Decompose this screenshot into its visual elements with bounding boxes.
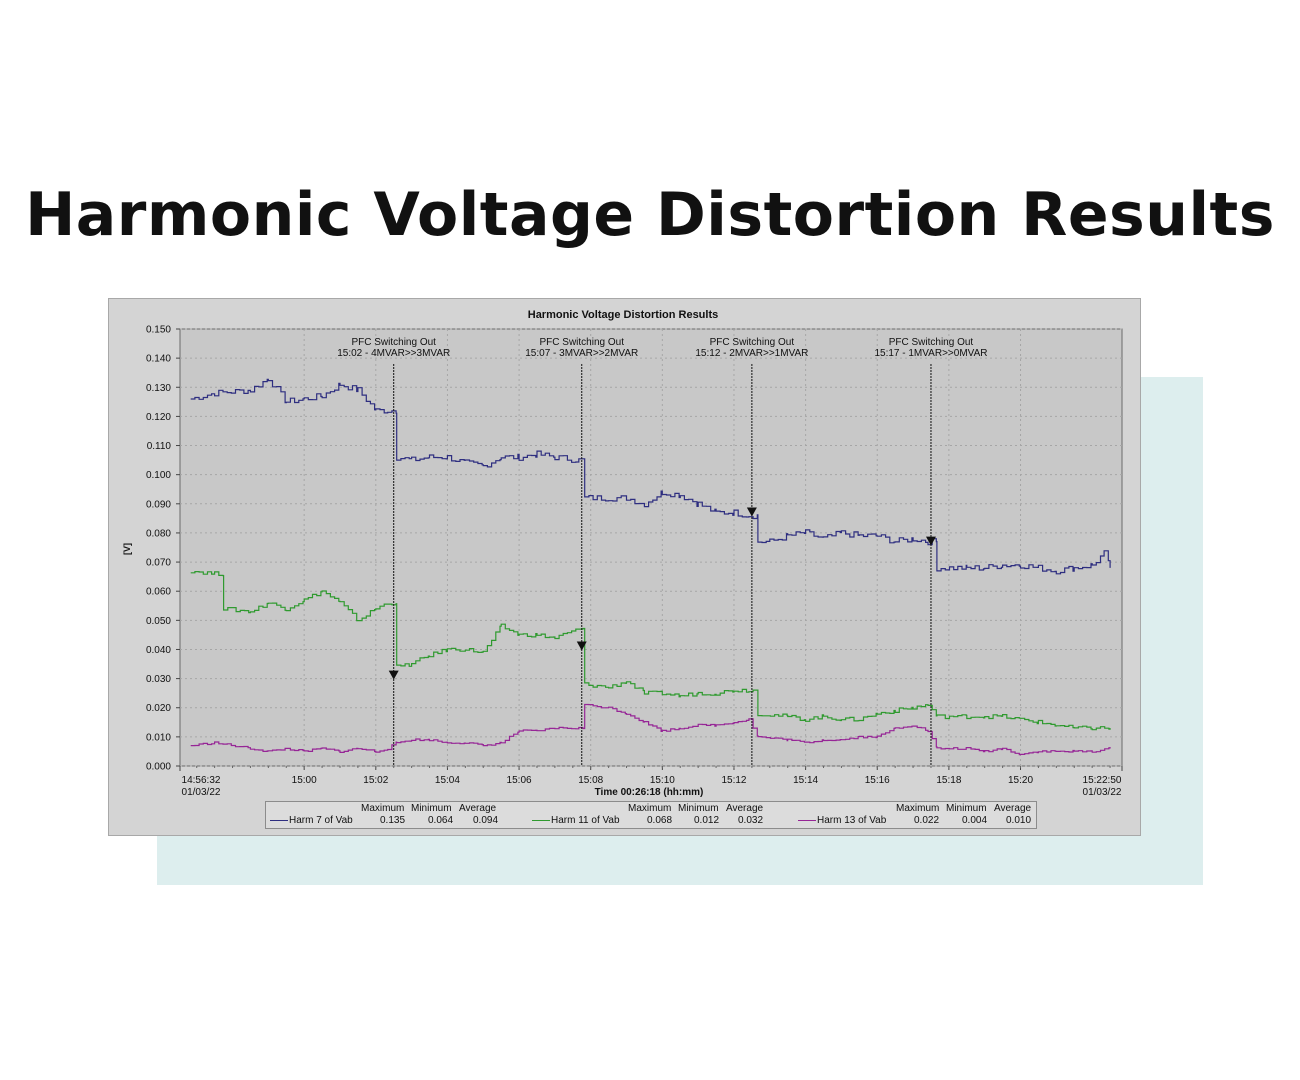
legend-header-average: Average <box>994 803 1032 814</box>
legend-header-minimum: Minimum <box>678 803 719 814</box>
x-tick-label: 15:08 <box>578 775 603 786</box>
event-label-title: PFC Switching Out <box>710 337 795 348</box>
plot-area <box>179 328 1123 767</box>
legend-max-harm-11: 0.068 <box>647 815 673 826</box>
x-tick-label: 15:10 <box>650 775 675 786</box>
legend-header-minimum: Minimum <box>411 803 452 814</box>
y-axis-label: [V] <box>122 543 132 555</box>
y-tick-label: 0.120 <box>146 412 171 423</box>
legend-header-average: Average <box>459 803 497 814</box>
legend-avg-harm-13: 0.010 <box>1006 815 1032 826</box>
y-tick-label: 0.050 <box>146 616 171 627</box>
y-tick-label: 0.110 <box>147 441 172 452</box>
x-tick-label: 15:02 <box>363 775 388 786</box>
y-tick-label: 0.040 <box>146 645 171 656</box>
y-tick-label: 0.020 <box>146 703 171 714</box>
legend-header-maximum: Maximum <box>361 803 405 814</box>
legend-label-harm-7: Harm 7 of Vab <box>289 815 353 826</box>
axes: 0.000 0.010 0.020 0.030 0.040 0.050 0.060 0.070… <box>146 325 1123 786</box>
x-tick-label: 15:14 <box>793 775 818 786</box>
event-label-detail: 15:02 - 4MVAR>>3MVAR <box>337 348 450 359</box>
legend-header-average: Average <box>726 803 764 814</box>
x-tick-label: 15:16 <box>865 775 890 786</box>
x-tick-label: 15:18 <box>936 775 961 786</box>
legend-header-maximum: Maximum <box>628 803 672 814</box>
event-label-title: PFC Switching Out <box>889 337 974 348</box>
series-line-harm-13-of-vab <box>190 703 1111 756</box>
legend-header-maximum: Maximum <box>896 803 940 814</box>
legend-label-harm-13: Harm 13 of Vab <box>817 815 887 826</box>
legend-max-harm-13: 0.022 <box>914 815 940 826</box>
legend-swatch-harm-7 <box>270 820 288 821</box>
chart-window: Harmonic Voltage Distortion Results 0.00… <box>108 298 1141 836</box>
legend-avg-harm-7: 0.094 <box>473 815 499 826</box>
legend-label-harm-11: Harm 11 of Vab <box>551 815 620 826</box>
event-label-title: PFC Switching Out <box>351 337 436 348</box>
harmonic-chart: Harmonic Voltage Distortion Results 0.00… <box>122 309 1123 798</box>
series-lines <box>190 378 1111 756</box>
event-label-detail: 15:07 - 3MVAR>>2MVAR <box>525 348 638 359</box>
x-axis-label: Time 00:26:18 (hh:mm) <box>595 787 704 798</box>
x-tick-label: 15:06 <box>507 775 532 786</box>
y-tick-label: 0.100 <box>146 470 171 481</box>
x-end-time: 15:22:50 <box>1083 775 1122 786</box>
y-tick-label: 0.150 <box>146 325 171 336</box>
legend-min-harm-7: 0.064 <box>428 815 454 826</box>
y-tick-label: 0.090 <box>146 499 171 510</box>
legend-swatch-harm-13 <box>798 820 816 821</box>
event-arrow <box>925 536 936 546</box>
legend-swatch-harm-11 <box>532 820 550 821</box>
event-label-detail: 15:12 - 2MVAR>>1MVAR <box>695 348 808 359</box>
event-arrow <box>746 507 757 517</box>
y-tick-label: 0.080 <box>146 528 171 539</box>
x-tick-label: 15:04 <box>435 775 460 786</box>
y-tick-label: 0.060 <box>146 587 171 598</box>
chart-title: Harmonic Voltage Distortion Results <box>528 309 719 321</box>
y-tick-label: 0.140 <box>146 354 171 365</box>
legend-min-harm-13: 0.004 <box>962 815 988 826</box>
legend-min-harm-11: 0.012 <box>694 815 720 826</box>
series-line-harm-7-of-vab <box>190 378 1111 575</box>
x-end-date: 01/03/22 <box>1083 787 1122 798</box>
x-tick-label: 15:00 <box>292 775 317 786</box>
y-tick-label: 0.010 <box>146 732 171 743</box>
y-tick-label: 0.030 <box>146 674 171 685</box>
legend-header-minimum: Minimum <box>946 803 987 814</box>
series-line-harm-11-of-vab <box>190 571 1111 731</box>
chart-legend: Harm 7 of Vab Maximum Minimum Average 0.… <box>265 801 1037 829</box>
event-arrow <box>388 670 399 680</box>
y-tick-label: 0.070 <box>146 558 171 569</box>
x-start-date: 01/03/22 <box>182 787 221 798</box>
grid-lines <box>180 328 1122 767</box>
legend-avg-harm-11: 0.032 <box>738 815 764 826</box>
event-arrow <box>576 641 587 651</box>
x-tick-label: 15:20 <box>1008 775 1033 786</box>
slide-title: Harmonic Voltage Distortion Results <box>25 180 1275 250</box>
y-tick-label: 0.130 <box>146 383 171 394</box>
legend-max-harm-7: 0.135 <box>380 815 406 826</box>
x-start-time: 14:56:32 <box>182 775 221 786</box>
x-tick-label: 15:12 <box>721 775 746 786</box>
y-tick-label: 0.000 <box>146 762 171 773</box>
event-label-detail: 15:17 - 1MVAR>>0MVAR <box>874 348 987 359</box>
event-label-title: PFC Switching Out <box>540 337 625 348</box>
